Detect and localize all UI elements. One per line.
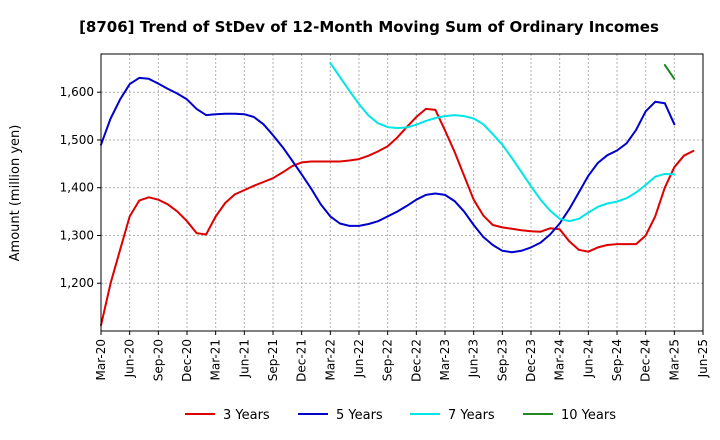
x-tick-label: Jun-21 [237, 339, 251, 378]
x-tick-label: Mar-22 [323, 339, 337, 380]
y-axis-title: Amount (million yen) [8, 125, 23, 262]
y-axis-ticks: 1,200 1,300 1,400 1,500 1,600 [60, 85, 101, 290]
x-tick-label: Sep-21 [266, 339, 280, 381]
x-tick-label: Mar-23 [438, 339, 452, 380]
x-tick-label: Jun-23 [467, 339, 481, 378]
x-tick-label: Dec-21 [295, 339, 309, 382]
x-tick-label: Jun-22 [352, 339, 366, 378]
legend-label-3-years: 3 Years [223, 408, 270, 423]
legend-label-7-years: 7 Years [448, 408, 495, 423]
x-tick-label: Jun-25 [696, 339, 710, 378]
y-tick-label: 1,600 [60, 85, 94, 99]
x-tick-label: Sep-24 [610, 339, 624, 381]
y-tick-label: 1,500 [60, 133, 94, 147]
y-tick-label: 1,300 [60, 228, 94, 242]
x-tick-label: Mar-24 [553, 339, 567, 380]
x-tick-label: Dec-20 [180, 339, 194, 382]
x-tick-label: Mar-20 [94, 339, 108, 380]
x-tick-label: Jun-24 [581, 339, 595, 378]
y-tick-label: 1,400 [60, 181, 94, 195]
legend-label-10-years: 10 Years [561, 408, 616, 423]
legend-label-5-years: 5 Years [336, 408, 383, 423]
y-tick-label: 1,200 [60, 276, 94, 290]
x-tick-label: Mar-21 [209, 339, 223, 380]
x-axis-ticks: Mar-20 Jun-20 Sep-20 Dec-20 Mar-21 Jun-21 Sep-… [94, 331, 710, 382]
series-lines [100, 62, 695, 327]
x-tick-label: Mar-25 [667, 339, 681, 380]
x-tick-label: Dec-23 [524, 339, 538, 382]
series-line-3-years [100, 107, 695, 327]
x-tick-label: Sep-22 [381, 339, 395, 381]
plot-frame [100, 53, 704, 332]
x-tick-label: Dec-22 [409, 339, 423, 382]
x-tick-label: Sep-23 [495, 339, 509, 381]
chart-title: [8706] Trend of StDev of 12-Month Moving… [79, 18, 659, 36]
x-tick-label: Jun-20 [123, 339, 137, 378]
legend: 3 Years 5 Years 7 Years 10 Years [185, 408, 616, 423]
series-line-7-years [329, 62, 676, 223]
series-line-10-years [663, 64, 676, 80]
gridlines [101, 54, 703, 331]
x-tick-label: Sep-20 [151, 339, 165, 381]
x-tick-label: Dec-24 [639, 339, 653, 382]
series-line-5-years [100, 76, 676, 254]
